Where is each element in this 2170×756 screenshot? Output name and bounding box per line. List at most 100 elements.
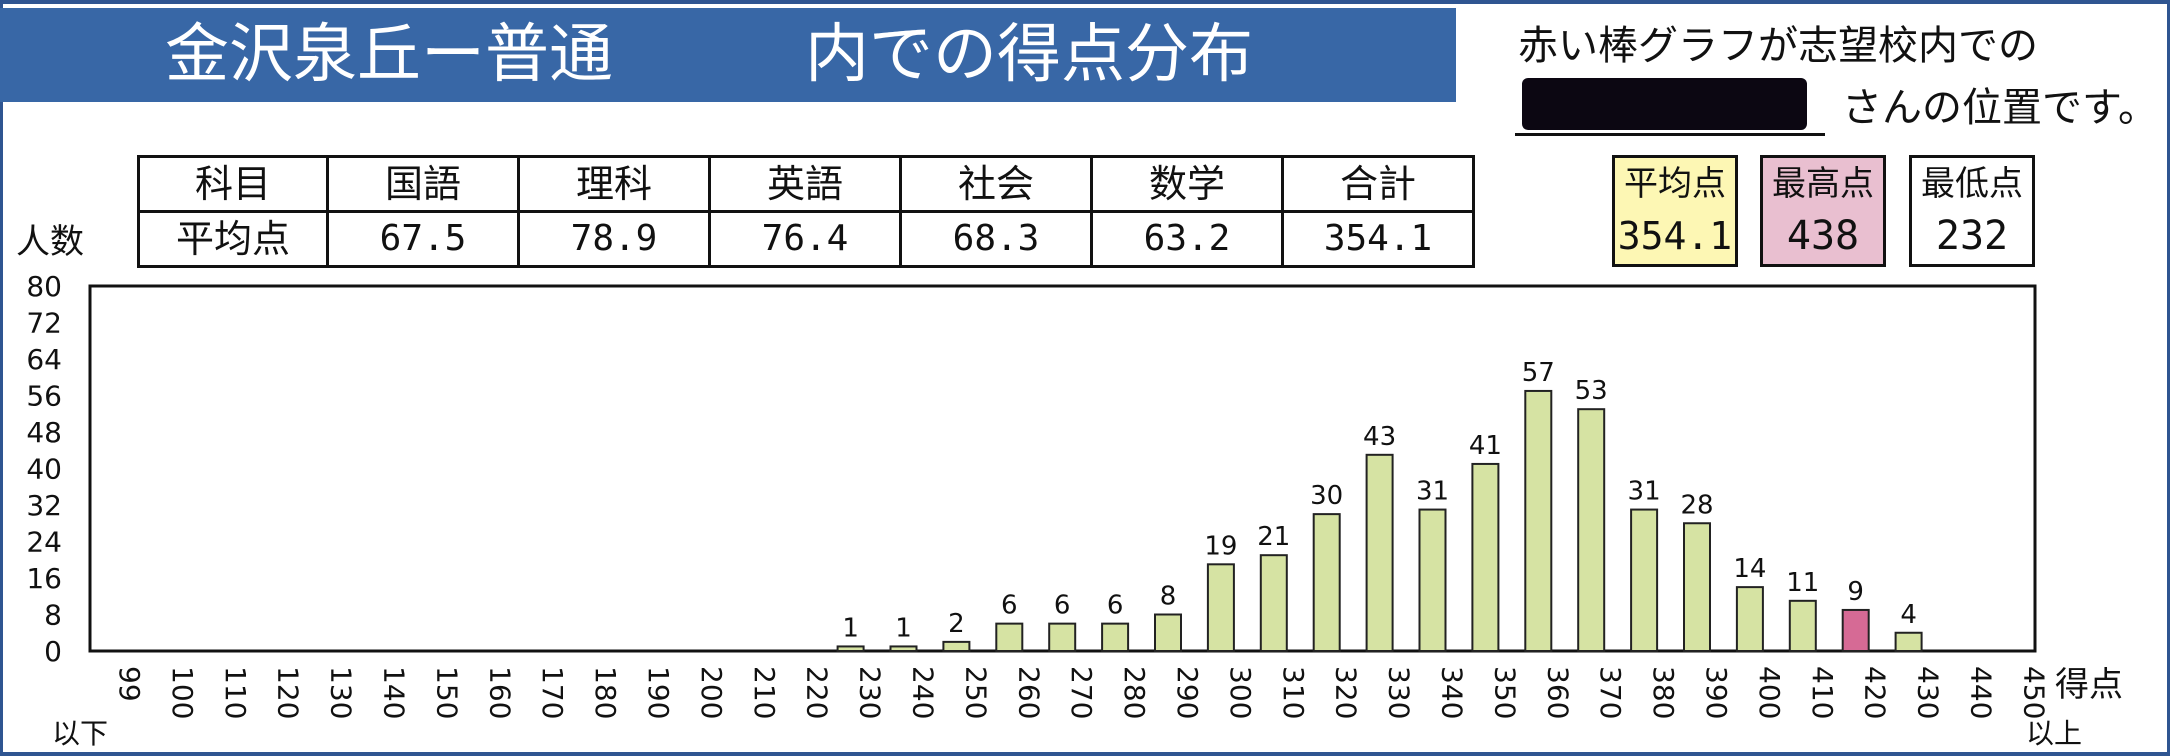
note-line2: さんの位置です。 xyxy=(1842,85,2158,131)
table-header-row: 科目 国語 理科 英語 社会 数学 合計 xyxy=(137,155,1475,213)
bar-value-label: 53 xyxy=(1575,376,1608,406)
x-tick-label: 110 xyxy=(219,666,252,719)
y-tick-label: 80 xyxy=(26,270,62,303)
x-tick-label: 230 xyxy=(854,666,887,719)
x-tick-label: 380 xyxy=(1647,666,1680,719)
table-cell: 数学 xyxy=(1090,155,1284,213)
bar-value-label: 1 xyxy=(895,613,912,643)
min-score-box: 最低点 232 xyxy=(1909,155,2035,267)
title-suffix: 内での得点分布 xyxy=(805,18,1253,92)
table-cell: 68.3 xyxy=(899,210,1093,268)
y-axis-label: 人数 xyxy=(16,222,84,262)
x-tick-label: 440 xyxy=(1965,666,1998,719)
average-score-value: 354.1 xyxy=(1617,214,1733,258)
bar xyxy=(1312,513,1341,652)
table-cell: 78.9 xyxy=(517,210,711,268)
bar xyxy=(1577,408,1606,652)
x-tick-label: 270 xyxy=(1065,666,1098,719)
x-tick-label: 100 xyxy=(166,666,199,719)
bar-value-label: 43 xyxy=(1363,422,1396,452)
note-line1: 赤い棒グラフが志望校内での xyxy=(1518,23,2038,69)
x-tick-label: 410 xyxy=(1806,666,1839,719)
redacted-name xyxy=(1522,78,1807,130)
bar-value-label: 41 xyxy=(1469,431,1502,461)
bar xyxy=(1154,613,1182,652)
bar-value-label: 14 xyxy=(1733,554,1766,584)
table-cell: 社会 xyxy=(899,155,1093,213)
y-tick-label: 32 xyxy=(26,489,62,522)
bar xyxy=(836,645,865,652)
bar xyxy=(1101,622,1130,652)
bar xyxy=(942,640,971,652)
y-tick-label: 24 xyxy=(26,526,62,559)
bar-value-label: 8 xyxy=(1160,582,1177,612)
x-tick-label: 250 xyxy=(959,666,992,719)
bar-value-label: 57 xyxy=(1522,358,1555,388)
average-score-box: 平均点 354.1 xyxy=(1612,155,1738,267)
bar-value-label: 9 xyxy=(1847,577,1864,607)
bar-value-label: 6 xyxy=(1054,591,1071,621)
x-tick-label: 300 xyxy=(1224,666,1257,719)
x-tick-label: 200 xyxy=(695,666,728,719)
x-tick-label: 360 xyxy=(1541,666,1574,719)
max-score-box: 最高点 438 xyxy=(1760,155,1886,267)
bar-value-label: 31 xyxy=(1628,477,1661,507)
bar-value-label: 11 xyxy=(1786,568,1819,598)
x-tick-label: 99 xyxy=(113,666,146,702)
bar xyxy=(1524,389,1553,652)
x-tick-label: 430 xyxy=(1912,666,1945,719)
x-tick-label: 280 xyxy=(1118,666,1151,719)
y-tick-label: 48 xyxy=(26,416,62,449)
y-tick-label: 16 xyxy=(26,562,62,595)
y-tick-label: 64 xyxy=(26,343,62,376)
above-label: 以上 xyxy=(2026,717,2083,750)
x-tick-label: 390 xyxy=(1700,666,1733,719)
x-tick-label: 290 xyxy=(1171,666,1204,719)
y-tick-label: 40 xyxy=(26,453,62,486)
bar xyxy=(1788,599,1817,652)
bar xyxy=(1894,631,1923,652)
highlighted-bar xyxy=(1841,608,1870,652)
x-tick-label: 150 xyxy=(430,666,463,719)
x-tick-label: 130 xyxy=(325,666,358,719)
x-tick-label: 340 xyxy=(1436,666,1469,719)
x-tick-label: 370 xyxy=(1594,666,1627,719)
x-tick-label: 120 xyxy=(272,666,305,719)
x-tick-label: 140 xyxy=(378,666,411,719)
bar xyxy=(995,622,1024,652)
max-score-label: 最高点 xyxy=(1772,164,1874,204)
x-tick-label: 240 xyxy=(907,666,940,719)
min-score-value: 232 xyxy=(1935,213,2009,259)
x-tick-label: 170 xyxy=(536,666,569,719)
title-school: 金沢泉丘ー普通 xyxy=(165,18,613,92)
x-tick-label: 190 xyxy=(642,666,675,719)
x-axis-label: 得点 xyxy=(2055,665,2123,705)
x-tick-label: 330 xyxy=(1383,666,1416,719)
bar-value-label: 2 xyxy=(948,609,965,639)
x-tick-label: 220 xyxy=(801,666,834,719)
max-score-value: 438 xyxy=(1786,213,1860,259)
x-tick-label: 210 xyxy=(748,666,781,719)
table-cell: 理科 xyxy=(517,155,711,213)
bar-value-label: 21 xyxy=(1257,522,1290,552)
x-tick-label: 350 xyxy=(1488,666,1521,719)
bar xyxy=(1259,554,1288,652)
bar-value-label: 6 xyxy=(1107,591,1124,621)
table-cell: 76.4 xyxy=(708,210,902,268)
bar-value-label: 19 xyxy=(1204,531,1237,561)
bar xyxy=(1471,462,1500,652)
table-cell: 354.1 xyxy=(1281,210,1475,268)
bar-value-label: 28 xyxy=(1680,490,1713,520)
min-score-label: 最低点 xyxy=(1921,164,2023,204)
table-cell: 67.5 xyxy=(326,210,520,268)
bar xyxy=(1048,622,1077,652)
x-tick-label: 260 xyxy=(1012,666,1045,719)
position-note: 赤い棒グラフが志望校内での さんの位置です。 xyxy=(1518,18,2158,131)
y-tick-label: 8 xyxy=(44,599,62,632)
y-tick-label: 56 xyxy=(26,380,62,413)
x-tick-label: 320 xyxy=(1330,666,1363,719)
average-score-table: 科目 国語 理科 英語 社会 数学 合計 平均点 67.5 78.9 76.4 … xyxy=(137,155,1475,268)
x-tick-label: 160 xyxy=(483,666,516,719)
bar-value-label: 31 xyxy=(1416,477,1449,507)
